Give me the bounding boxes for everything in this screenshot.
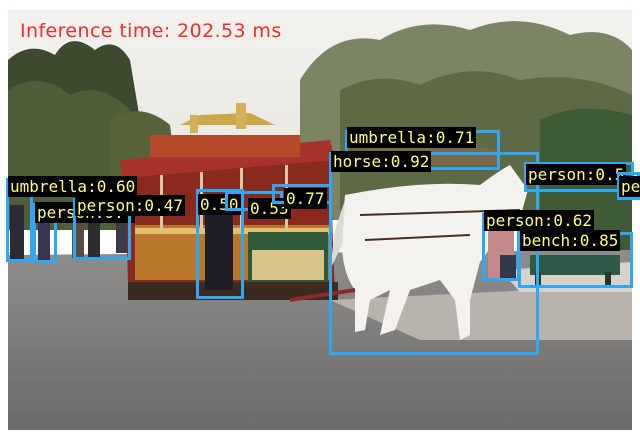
det-person-trolley-c-label: 0.77 [284,188,327,209]
det-umbrella-left-label: umbrella:0.60 [8,176,138,197]
det-bench-label: bench:0.85 [520,230,621,251]
det-person-right-label: person:0.62 [484,210,594,231]
det-horse-box [329,152,539,355]
det-person-left-label: person:0.47 [75,195,185,216]
det-person-far-right-label: person:0.5 [526,164,627,185]
inference-time-text: Inference time: 202.53 ms [20,20,282,42]
det-horse-label: horse:0.92 [331,151,432,172]
det-umbrella-right-label: umbrella:0.71 [347,127,477,148]
det-person-trolley-a-box [196,189,244,299]
det-person-edge-label: pe [619,176,640,197]
